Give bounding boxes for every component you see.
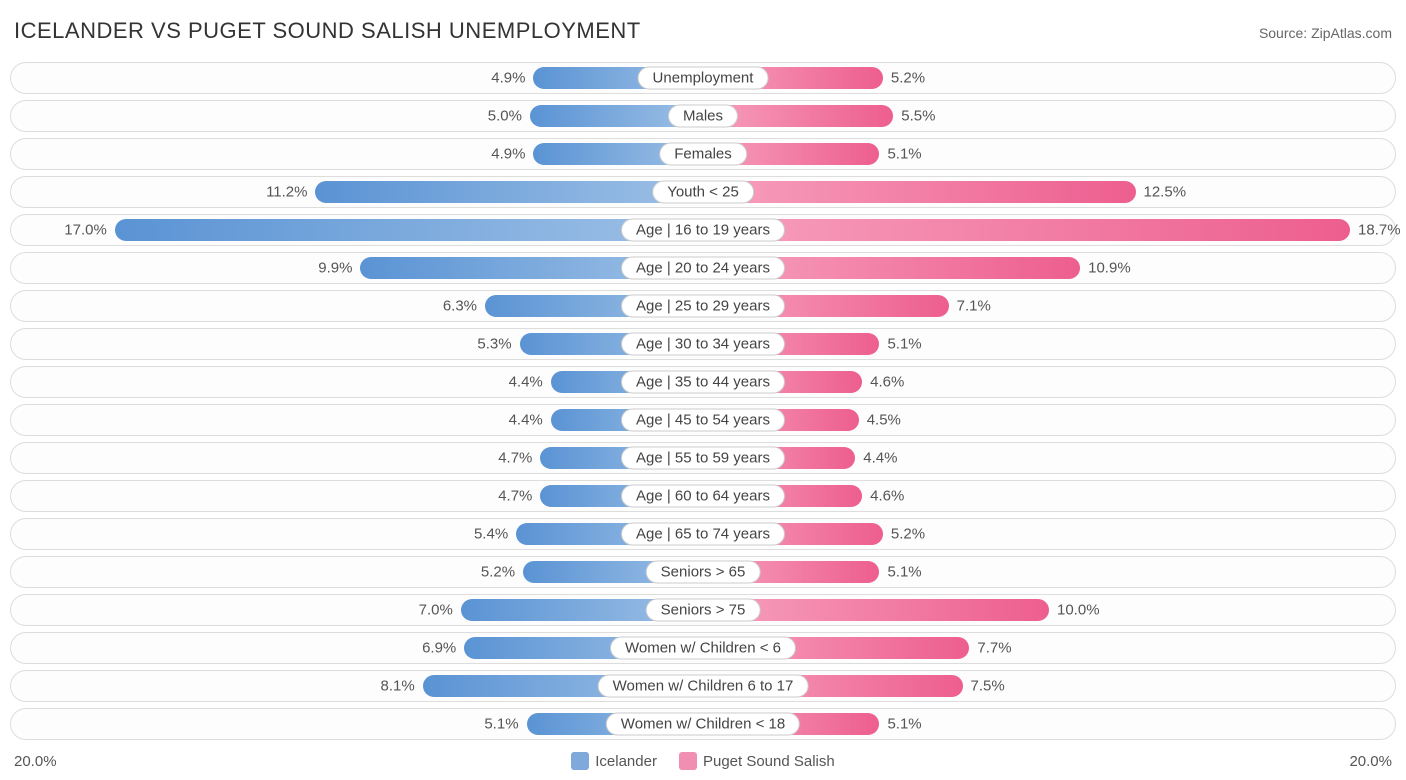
chart-row: 17.0%18.7%Age | 16 to 19 years: [10, 214, 1396, 246]
chart-row: 5.4% 5.2% Age | 65 to 74 years: [10, 518, 1396, 550]
chart-row: 9.9% 10.9% Age | 20 to 24 years: [10, 252, 1396, 284]
axis-right-max: 20.0%: [1349, 753, 1392, 770]
chart-header: ICELANDER VS PUGET SOUND SALISH UNEMPLOY…: [10, 10, 1396, 62]
chart-row: 4.9% 5.2% Unemployment: [10, 62, 1396, 94]
chart-row: 6.9% 7.7% Women w/ Children < 6: [10, 632, 1396, 664]
row-label: Males: [668, 105, 738, 128]
value-right: 5.2%: [891, 526, 925, 543]
row-label: Women w/ Children 6 to 17: [598, 675, 809, 698]
value-right: 7.1%: [957, 298, 991, 315]
legend-item-left: Icelander: [571, 752, 657, 770]
value-right: 7.7%: [977, 640, 1011, 657]
value-right: 10.0%: [1057, 602, 1100, 619]
row-label: Seniors > 75: [646, 599, 761, 622]
value-right: 5.1%: [887, 564, 921, 581]
value-left: 8.1%: [381, 678, 415, 695]
row-label: Unemployment: [638, 67, 769, 90]
chart-row: 4.7% 4.6% Age | 60 to 64 years: [10, 480, 1396, 512]
legend: Icelander Puget Sound Salish: [571, 752, 834, 770]
legend-swatch-left: [571, 752, 589, 770]
legend-label-left: Icelander: [595, 753, 657, 770]
value-left: 11.2%: [266, 184, 307, 201]
bar-left: [315, 181, 703, 203]
chart-row: 4.4% 4.6% Age | 35 to 44 years: [10, 366, 1396, 398]
row-label: Age | 55 to 59 years: [621, 447, 785, 470]
value-right: 4.6%: [870, 488, 904, 505]
row-label: Age | 25 to 29 years: [621, 295, 785, 318]
value-left: 4.7%: [498, 488, 532, 505]
value-right: 18.7%: [1358, 222, 1401, 239]
legend-item-right: Puget Sound Salish: [679, 752, 835, 770]
chart-source: Source: ZipAtlas.com: [1259, 25, 1392, 41]
value-left: 4.4%: [509, 374, 543, 391]
value-left: 4.9%: [491, 70, 525, 87]
chart-row: 5.3% 5.1% Age | 30 to 34 years: [10, 328, 1396, 360]
row-label: Age | 16 to 19 years: [621, 219, 785, 242]
value-right: 5.1%: [887, 336, 921, 353]
chart-title: ICELANDER VS PUGET SOUND SALISH UNEMPLOY…: [14, 18, 641, 44]
value-right: 5.1%: [887, 716, 921, 733]
value-right: 5.5%: [901, 108, 935, 125]
chart-row: 7.0% 10.0% Seniors > 75: [10, 594, 1396, 626]
value-right: 4.5%: [867, 412, 901, 429]
value-left: 9.9%: [318, 260, 352, 277]
value-left: 5.2%: [481, 564, 515, 581]
value-right: 5.2%: [891, 70, 925, 87]
row-label: Seniors > 65: [646, 561, 761, 584]
value-left: 6.9%: [422, 640, 456, 657]
bar-left: [115, 219, 703, 241]
bar-right: [703, 219, 1350, 241]
bar-right: [703, 181, 1136, 203]
row-label: Women w/ Children < 6: [610, 637, 796, 660]
value-left: 17.0%: [64, 222, 107, 239]
row-label: Age | 35 to 44 years: [621, 371, 785, 394]
row-label: Age | 30 to 34 years: [621, 333, 785, 356]
chart-footer: 20.0% Icelander Puget Sound Salish 20.0%: [10, 746, 1396, 770]
row-label: Age | 60 to 64 years: [621, 485, 785, 508]
value-left: 7.0%: [419, 602, 453, 619]
value-right: 4.4%: [863, 450, 897, 467]
axis-left-max: 20.0%: [14, 753, 57, 770]
row-label: Age | 65 to 74 years: [621, 523, 785, 546]
chart-row: 11.2% 12.5% Youth < 25: [10, 176, 1396, 208]
value-left: 5.3%: [477, 336, 511, 353]
value-left: 5.1%: [484, 716, 518, 733]
value-left: 6.3%: [443, 298, 477, 315]
chart-row: 5.0% 5.5% Males: [10, 100, 1396, 132]
chart-row: 5.2% 5.1% Seniors > 65: [10, 556, 1396, 588]
chart-row: 5.1% 5.1% Women w/ Children < 18: [10, 708, 1396, 740]
row-label: Females: [659, 143, 747, 166]
value-right: 10.9%: [1088, 260, 1131, 277]
value-left: 4.9%: [491, 146, 525, 163]
chart-row: 4.9% 5.1% Females: [10, 138, 1396, 170]
chart-row: 4.7% 4.4% Age | 55 to 59 years: [10, 442, 1396, 474]
value-right: 12.5%: [1144, 184, 1187, 201]
value-left: 5.0%: [488, 108, 522, 125]
legend-label-right: Puget Sound Salish: [703, 753, 835, 770]
chart-row: 6.3% 7.1% Age | 25 to 29 years: [10, 290, 1396, 322]
chart-area: 4.9% 5.2% Unemployment 5.0% 5.5% Males 4.9% 5.1…: [10, 62, 1396, 740]
row-label: Age | 20 to 24 years: [621, 257, 785, 280]
row-label: Age | 45 to 54 years: [621, 409, 785, 432]
value-right: 5.1%: [887, 146, 921, 163]
chart-row: 8.1% 7.5% Women w/ Children 6 to 17: [10, 670, 1396, 702]
value-right: 4.6%: [870, 374, 904, 391]
row-label: Women w/ Children < 18: [606, 713, 800, 736]
chart-row: 4.4% 4.5% Age | 45 to 54 years: [10, 404, 1396, 436]
legend-swatch-right: [679, 752, 697, 770]
value-left: 5.4%: [474, 526, 508, 543]
value-right: 7.5%: [971, 678, 1005, 695]
value-left: 4.7%: [498, 450, 532, 467]
row-label: Youth < 25: [652, 181, 754, 204]
value-left: 4.4%: [509, 412, 543, 429]
